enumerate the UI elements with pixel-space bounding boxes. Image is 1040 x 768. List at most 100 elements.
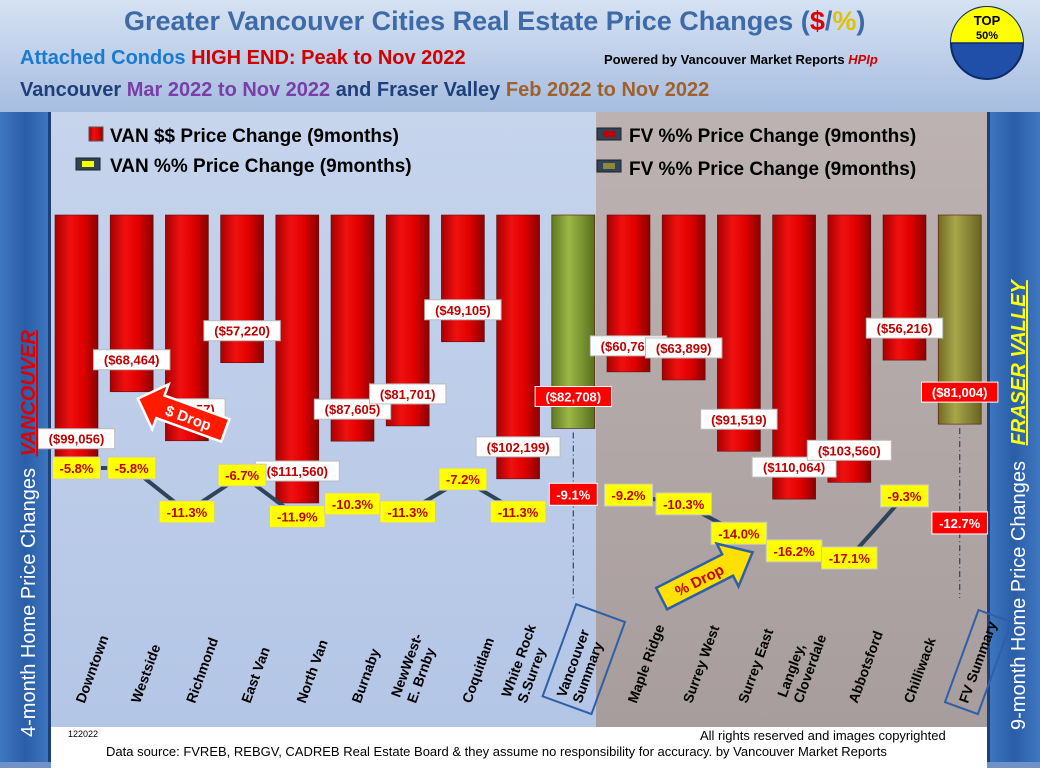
dollar-label-text: ($68,464) xyxy=(104,353,160,368)
left-side-region: VANCOUVER xyxy=(18,330,40,457)
legend-marker-van-pct-inner xyxy=(82,161,94,167)
pct-label-box xyxy=(821,546,878,570)
powered-by: Powered by Vancouver Market Reports HPIp xyxy=(604,52,878,67)
pct-label: -11.3% xyxy=(489,500,547,524)
pct-label-box xyxy=(438,467,488,491)
powered-brand: HPIp xyxy=(848,52,878,67)
footer-rights: All rights reserved and images copyright… xyxy=(700,728,946,743)
pct-label-text: -11.3% xyxy=(498,505,539,520)
dollar-label-text: ($81,004) xyxy=(932,385,988,400)
pct-label: -17.1% xyxy=(821,546,878,570)
summary-dash-group xyxy=(572,428,961,598)
dollar-label: ($63,899) xyxy=(645,337,723,359)
dollar-label-box xyxy=(369,383,447,405)
pct-label-group: -5.8% -5.8%-11.3%-6.7%-11.9%-10.3%-11.3%-… xyxy=(52,456,989,570)
pct-label-text: -6.7% xyxy=(225,468,259,483)
pct-label: -5.8% xyxy=(52,456,101,480)
dollar-label-text: ($103,560) xyxy=(818,443,881,458)
dollar-label-text: ($82,708) xyxy=(545,390,601,405)
right-side-edge xyxy=(987,112,990,762)
title-dollar: $ xyxy=(809,6,825,36)
pct-label-box xyxy=(379,500,436,524)
footer-code: 122022 xyxy=(68,729,98,739)
dollar-label: ($103,560) xyxy=(806,439,892,461)
pct-label: -9.1% xyxy=(548,482,598,506)
dollar-label-box xyxy=(645,337,723,359)
dollar-label-text: ($87,605) xyxy=(325,402,381,417)
right-side-bar xyxy=(988,112,1040,762)
legend-marker-fv-pct-b-inner xyxy=(603,163,615,169)
subtitle-high-end: HIGH END: Peak to Nov 2022 xyxy=(191,47,466,69)
pct-label: -14.0% xyxy=(710,521,768,545)
powered-prefix: Powered by Vancouver Market Reports xyxy=(604,52,845,67)
pct-label-box xyxy=(269,505,326,529)
dollar-label-box xyxy=(865,317,944,339)
pct-label-text: -12.7% xyxy=(939,516,981,531)
right-side-text: 9-month Home Price Changes xyxy=(1008,461,1030,730)
dollar-label: ($68,464) xyxy=(93,349,171,371)
dollar-label-box xyxy=(751,456,837,478)
footer-source: Data source: FVREB, REBGV, CADREB Real E… xyxy=(106,744,887,759)
pct-label-box xyxy=(107,456,157,480)
pct-label: -5.8% xyxy=(107,456,157,480)
dollar-label: ($82,708) xyxy=(534,386,612,408)
subtitle-vancouver: Vancouver xyxy=(20,79,122,101)
pct-label-box xyxy=(931,511,989,535)
pct-label: -9.3% xyxy=(880,484,929,508)
dollar-label: ($81,701) xyxy=(369,383,447,405)
pct-label-box xyxy=(655,492,713,516)
dollar-label: ($56,216) xyxy=(865,317,944,339)
pct-label-text: -16.2% xyxy=(773,544,815,559)
pct-label-text: -5.8% xyxy=(115,461,149,476)
left-side-label: 4-month Home Price Changes VANCOUVER xyxy=(18,330,40,737)
page-title: Greater Vancouver Cities Real Estate Pri… xyxy=(124,6,865,37)
title-pct: % xyxy=(832,6,857,36)
pct-label-text: -17.1% xyxy=(829,551,871,566)
category-summary-box xyxy=(541,602,627,716)
pct-label-text: -10.3% xyxy=(663,497,705,512)
bar xyxy=(275,214,320,504)
title-close: ) xyxy=(856,6,866,36)
dollar-label-text: ($99,056) xyxy=(49,432,105,447)
subtitle-line-1: Attached Condos HIGH END: Peak to Nov 20… xyxy=(20,47,466,70)
pct-label-box xyxy=(158,500,216,524)
dollar-label: ($49,105) xyxy=(424,299,502,321)
dollar-label-box xyxy=(203,320,281,342)
pct-label: -16.2% xyxy=(765,539,823,563)
dollar-label-text: ($81,701) xyxy=(380,387,436,402)
top-50-badge: TOP 50% xyxy=(950,6,1024,80)
pct-label-text: -9.1% xyxy=(556,487,590,502)
legend-marker-van-dollar xyxy=(88,126,104,142)
legend-fv-pct-b: FV %% Price Change (9months) xyxy=(629,159,916,180)
legend-van-pct: VAN %% Price Change (9months) xyxy=(110,156,412,177)
pct-label: -11.9% xyxy=(269,505,326,529)
subtitle-van-period: Mar 2022 to Nov 2022 xyxy=(126,79,331,101)
bar xyxy=(54,214,99,472)
pct-label-text: -11.3% xyxy=(167,505,208,520)
dollar-label-text: ($102,199) xyxy=(487,440,550,455)
badge-pct-text: 50% xyxy=(976,30,998,42)
dollar-label: ($110,064) xyxy=(751,456,837,478)
dollar-label-box xyxy=(806,439,892,461)
dollar-label-box xyxy=(534,386,612,408)
pct-label: -10.3% xyxy=(655,492,713,516)
pct-label: -7.2% xyxy=(438,467,488,491)
legend-fv-pct-a: FV %% Price Change (9months) xyxy=(629,126,916,147)
pct-label-text: -9.2% xyxy=(612,488,646,503)
dollar-label: ($99,056) xyxy=(37,428,116,450)
category-summary-box xyxy=(943,608,1013,716)
pct-label-box xyxy=(489,500,547,524)
pct-label: -11.3% xyxy=(158,500,216,524)
subtitle-condos: Attached Condos xyxy=(20,47,186,69)
bar xyxy=(441,214,485,343)
dollar-label: ($57,220) xyxy=(203,320,281,342)
dollar-label: ($102,199) xyxy=(475,436,561,458)
pct-label-box xyxy=(548,482,598,506)
pct-label-text: -9.3% xyxy=(888,489,922,504)
dollar-label-text: ($57,220) xyxy=(214,324,270,339)
bar xyxy=(827,214,872,483)
pct-label: -10.3% xyxy=(324,492,381,516)
dollar-label-box xyxy=(700,408,778,430)
